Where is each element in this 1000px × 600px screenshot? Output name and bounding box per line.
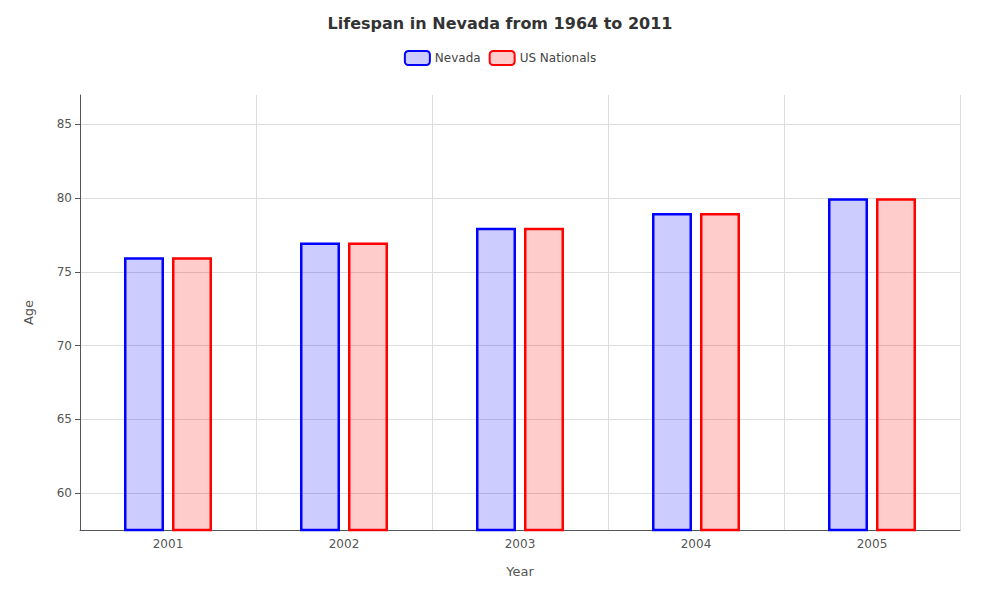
svg-text:80: 80: [57, 191, 72, 205]
svg-text:Nevada: Nevada: [435, 51, 481, 65]
svg-text:2003: 2003: [505, 537, 536, 551]
svg-text:75: 75: [57, 265, 72, 279]
svg-text:60: 60: [57, 486, 72, 500]
svg-text:Lifespan in Nevada from 1964 t: Lifespan in Nevada from 1964 to 2011: [328, 14, 673, 33]
svg-text:70: 70: [57, 339, 72, 353]
svg-text:85: 85: [57, 117, 72, 131]
svg-text:2005: 2005: [857, 537, 888, 551]
svg-text:2001: 2001: [153, 537, 184, 551]
svg-text:2004: 2004: [681, 537, 712, 551]
svg-text:Year: Year: [505, 564, 534, 579]
svg-text:US Nationals: US Nationals: [520, 51, 596, 65]
svg-text:65: 65: [57, 412, 72, 426]
svg-text:2002: 2002: [329, 537, 360, 551]
svg-text:Age: Age: [21, 300, 36, 325]
